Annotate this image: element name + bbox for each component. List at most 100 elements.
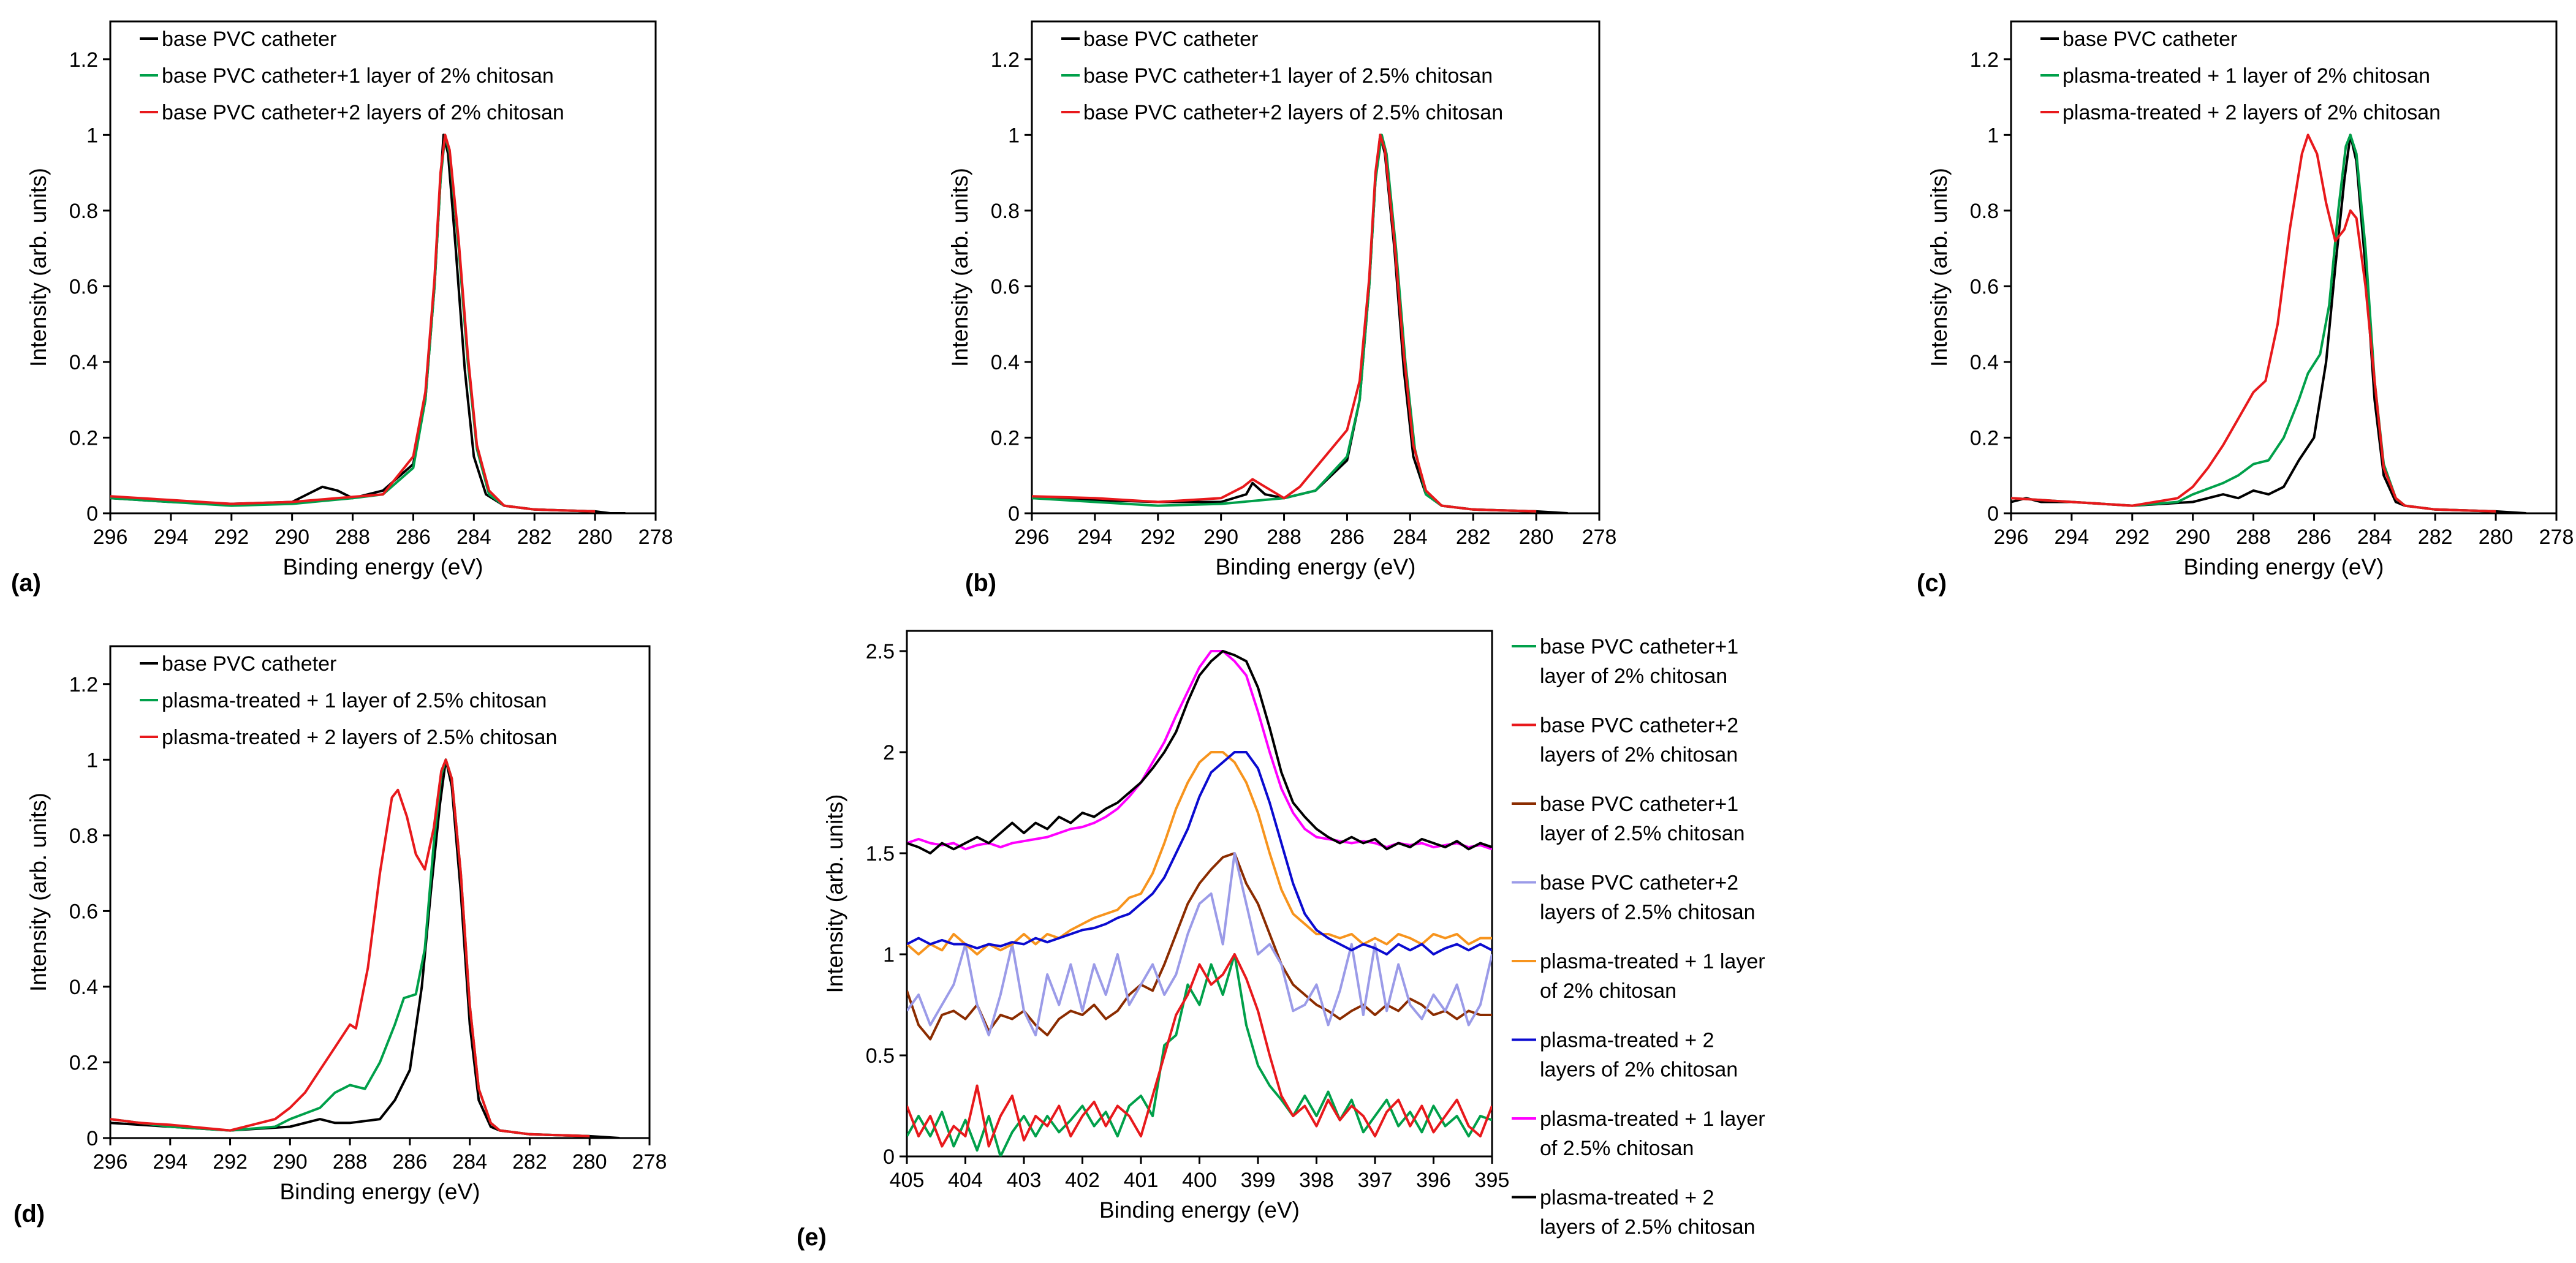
x-tick-label: 405	[890, 1169, 925, 1192]
series-line-3	[1032, 134, 1537, 513]
legend-entry: layer of 2% chitosan	[1540, 665, 1727, 688]
x-tick-label: 286	[2297, 526, 2332, 549]
plot-frame	[109, 645, 651, 1139]
x-tick-label: 288	[333, 1150, 368, 1174]
chart-panel-c: 0 0.2 0.4 0.6 0.8 1 1.2 296 294 292 290 288 286 284 28…	[1917, 20, 2574, 597]
y-tick-label: 0	[1008, 502, 1020, 526]
y-tick-label: 0.2	[69, 1051, 98, 1074]
x-tick-label: 278	[632, 1150, 667, 1174]
y-tick-label: 0	[1987, 502, 1999, 526]
legend-entry: plasma-treated + 1 layer	[1540, 950, 1765, 973]
y-tick-label: 0	[883, 1145, 895, 1169]
x-tick-label: 397	[1358, 1169, 1393, 1192]
x-tick-label: 286	[393, 1150, 428, 1174]
y-tick-label: 2.5	[866, 640, 895, 663]
x-tick-label: 399	[1241, 1169, 1276, 1192]
x-tick-label: 403	[1007, 1169, 1042, 1192]
x-tick-label: 278	[1582, 526, 1617, 549]
series-line-3	[2011, 134, 2496, 513]
x-tick-label: 290	[2175, 526, 2210, 549]
x-tick-label: 292	[214, 526, 249, 549]
y-tick-label: 1.2	[991, 48, 1020, 72]
y-tick-label: 1	[883, 943, 895, 967]
y-axis-label: Intensity (arb. units)	[1926, 168, 1952, 367]
x-tick-label: 278	[2539, 526, 2574, 549]
legend-entry: of 2% chitosan	[1540, 979, 1676, 1003]
legend-entry: base PVC catheter+2 layers of 2.5% chito…	[1083, 101, 1503, 124]
x-tick-label: 401	[1124, 1169, 1159, 1192]
y-axis-label: Intensity (arb. units)	[26, 793, 51, 992]
x-tick-label: 294	[1078, 526, 1113, 549]
x-tick-label: 402	[1065, 1169, 1100, 1192]
y-tick-label: 1.2	[69, 48, 98, 72]
series-line-6	[907, 751, 1492, 956]
x-tick-label: 296	[1015, 526, 1050, 549]
series-line-2	[907, 953, 1492, 1148]
x-tick-label: 296	[93, 526, 128, 549]
legend-entry: layers of 2.5% chitosan	[1540, 1216, 1756, 1239]
series-line-3	[110, 134, 596, 513]
legend-entry: base PVC catheter+1	[1540, 635, 1738, 658]
x-tick-label: 284	[456, 526, 491, 549]
y-tick-label: 1	[1008, 124, 1020, 147]
legend-entry: base PVC catheter	[2063, 28, 2237, 51]
legend-entry: plasma-treated + 1 layer of 2.5% chitosa…	[162, 689, 547, 712]
plot-frame	[2010, 20, 2558, 515]
x-tick-label: 288	[1267, 526, 1301, 549]
legend-entry: base PVC catheter	[162, 28, 336, 51]
y-tick-label: 0.2	[1970, 426, 1999, 450]
y-axis-label: Intensity (arb. units)	[822, 794, 847, 993]
x-tick-label: 294	[154, 526, 189, 549]
legend-entry: base PVC catheter+2	[1540, 714, 1738, 737]
chart-panel-b: 0 0.2 0.4 0.6 0.8 1 1.2 296 294 292 290 288 286 284 28…	[947, 20, 1617, 597]
panel-label: (a)	[11, 570, 41, 597]
y-tick-label: 0.8	[1970, 200, 1999, 223]
x-tick-label: 396	[1416, 1169, 1451, 1192]
plot-frame	[906, 630, 1493, 1158]
x-tick-label: 398	[1299, 1169, 1334, 1192]
series-line-1	[2011, 134, 2526, 513]
panel-label: (b)	[965, 570, 996, 597]
legend-entry: of 2.5% chitosan	[1540, 1137, 1694, 1160]
x-axis-label: Binding energy (eV)	[279, 1179, 480, 1204]
series-line-8	[907, 650, 1492, 854]
x-tick-label: 296	[93, 1150, 128, 1174]
plot-frame	[1031, 20, 1601, 515]
y-tick-label: 1.2	[69, 673, 98, 696]
y-tick-label: 0.6	[991, 275, 1020, 298]
series-line-5	[907, 751, 1492, 956]
x-tick-label: 280	[2479, 526, 2513, 549]
x-tick-label: 294	[2055, 526, 2089, 549]
y-tick-label: 0.6	[1970, 275, 1999, 298]
x-tick-label: 400	[1182, 1169, 1217, 1192]
y-tick-label: 2	[883, 741, 895, 764]
y-tick-label: 0	[86, 1127, 98, 1150]
x-tick-label: 290	[275, 526, 309, 549]
series-line-3	[907, 852, 1492, 1041]
legend-entry: base PVC catheter+1	[1540, 793, 1738, 816]
x-tick-label: 284	[2357, 526, 2392, 549]
series-line-1	[1032, 134, 1568, 513]
series-line-1	[907, 953, 1492, 1156]
legend-entry: base PVC catheter+1 layer of 2.5% chitos…	[1083, 64, 1493, 88]
panel-label: (c)	[1917, 570, 1947, 597]
legend-entry: plasma-treated + 2 layers of 2% chitosan	[2063, 101, 2441, 124]
x-tick-label: 296	[1994, 526, 2029, 549]
y-tick-label: 0.6	[69, 275, 98, 298]
y-tick-label: 0.2	[69, 426, 98, 450]
series-line-2	[1032, 134, 1537, 513]
x-tick-label: 284	[452, 1150, 487, 1174]
legend-entry: plasma-treated + 2	[1540, 1186, 1714, 1210]
x-tick-label: 284	[1393, 526, 1428, 549]
y-tick-label: 0.8	[69, 200, 98, 223]
legend-entry: plasma-treated + 1 layer of 2% chitosan	[2063, 64, 2430, 88]
x-tick-label: 278	[638, 526, 673, 549]
series-line-3	[110, 758, 590, 1137]
y-axis-label: Intensity (arb. units)	[947, 168, 972, 367]
x-tick-label: 290	[273, 1150, 308, 1174]
series-line-2	[110, 758, 590, 1137]
panel-label: (d)	[13, 1201, 45, 1227]
chart-panel-a: 0 0.2 0.4 0.6 0.8 1 1.2 296 294 292 290 288 286 284 28…	[11, 20, 673, 597]
chart-panel-d: 0 0.2 0.4 0.6 0.8 1 1.2 296 294 292 290 288 286 284 28…	[13, 645, 667, 1227]
